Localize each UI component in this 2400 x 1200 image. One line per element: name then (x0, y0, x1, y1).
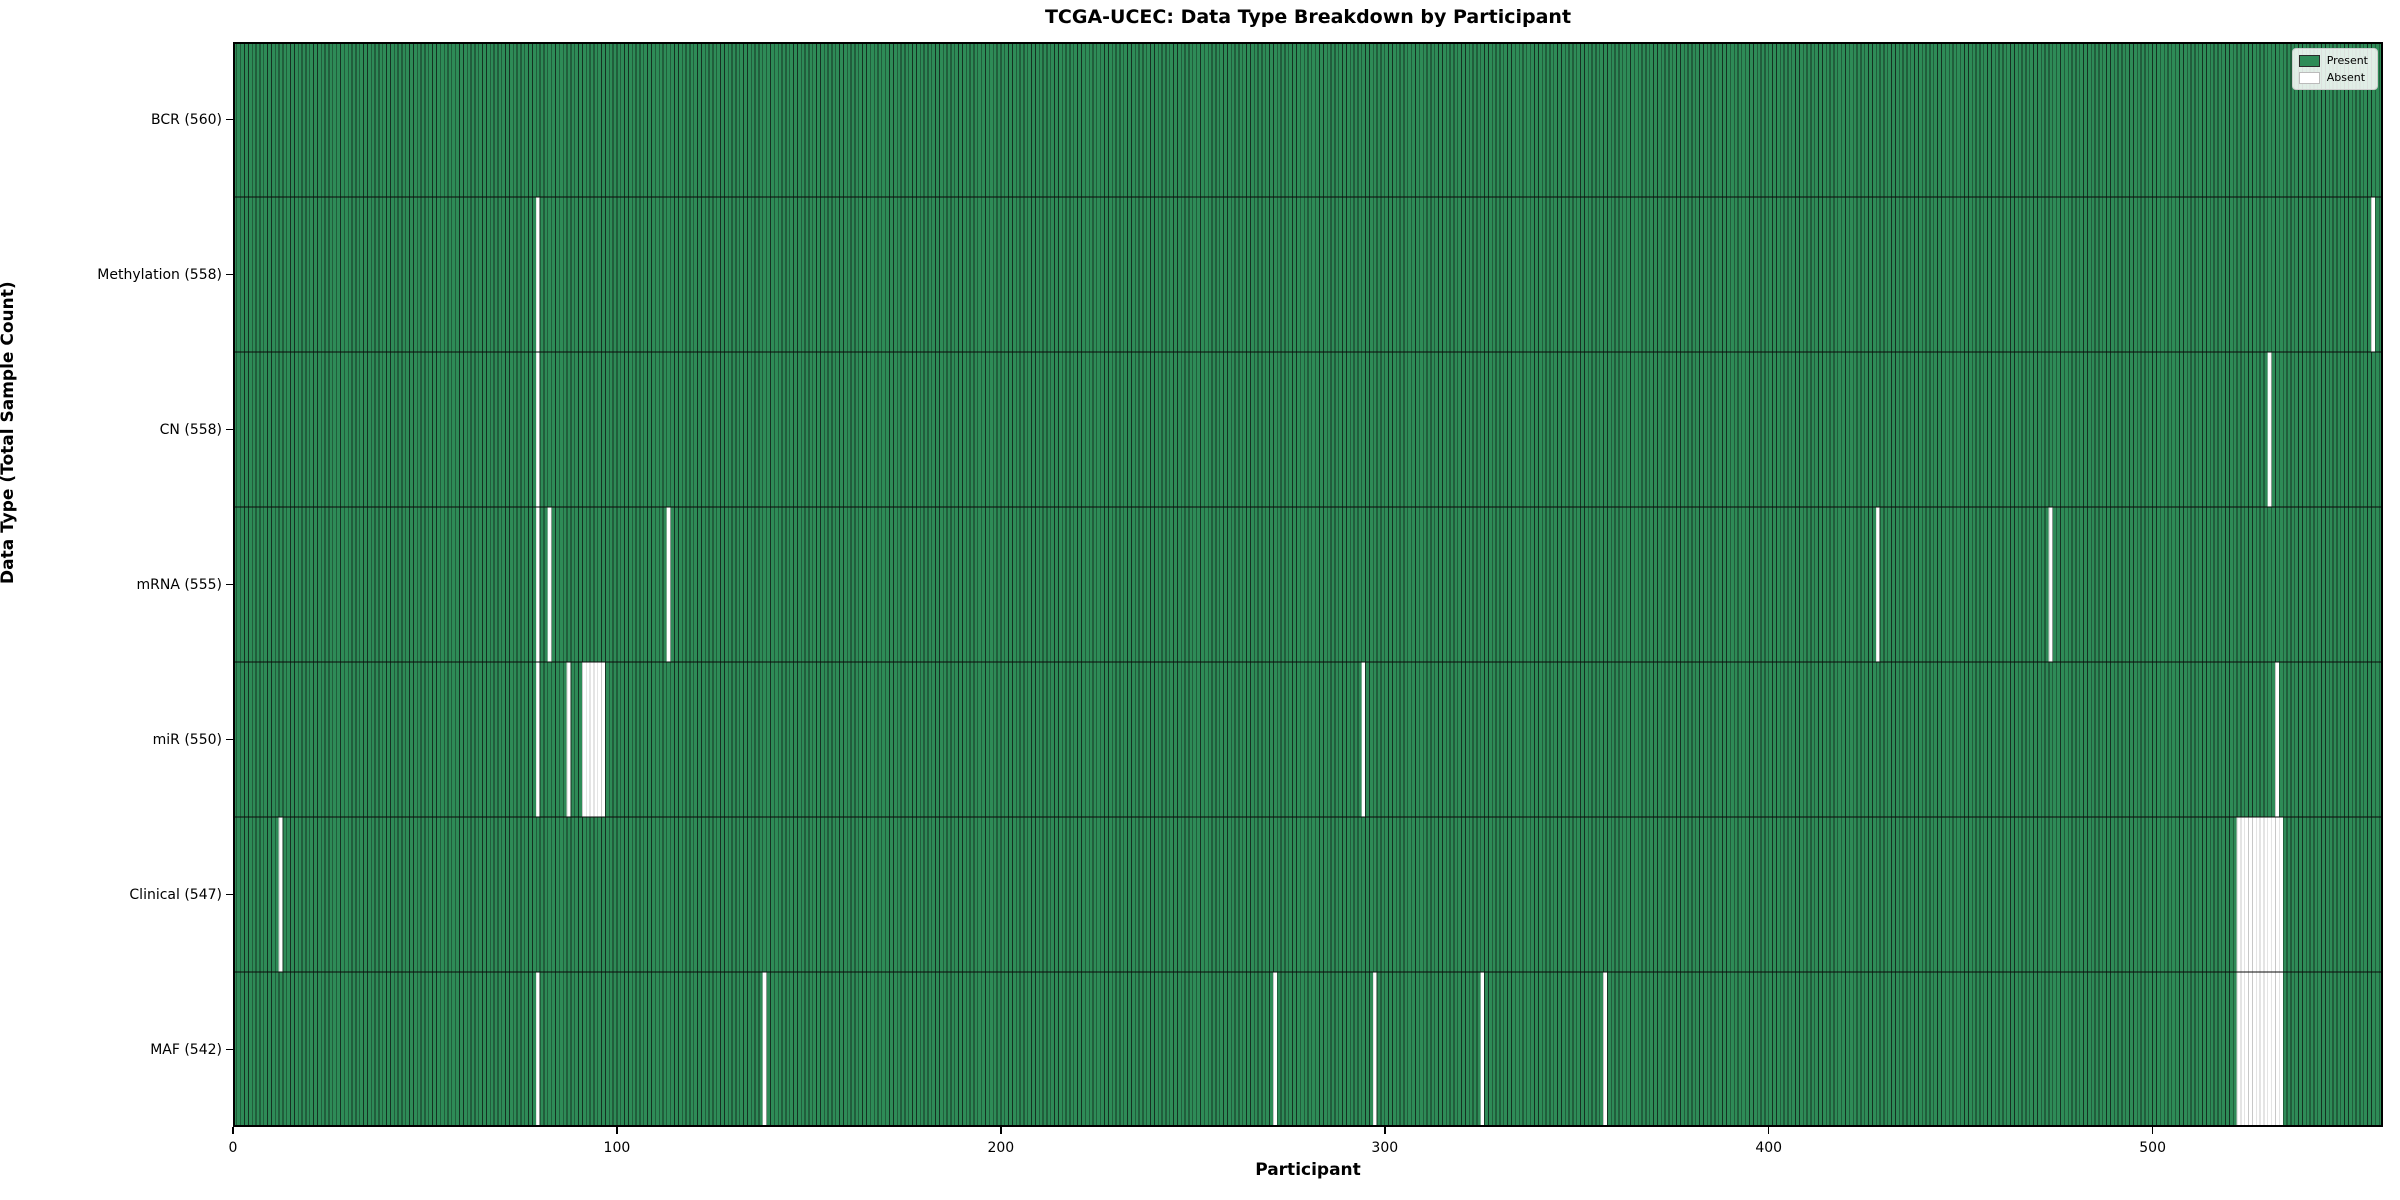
legend-entry-present: Present (2298, 54, 2368, 67)
x-tick-label: 100 (603, 1140, 631, 1156)
legend-label-present: Present (2326, 54, 2368, 67)
x-tick-label: 400 (1755, 1140, 1783, 1156)
legend: Present Absent (2291, 48, 2378, 90)
x-tick-label: 300 (1371, 1140, 1399, 1156)
y-tick-label: Clinical (547) (129, 886, 222, 903)
y-tick-mark (226, 118, 233, 121)
legend-entry-absent: Absent (2298, 71, 2368, 84)
plot-area (233, 42, 2383, 1127)
y-tick-label: Methylation (558) (97, 266, 222, 283)
y-tick-label: CN (558) (159, 421, 222, 438)
x-tick-mark (232, 1127, 234, 1134)
legend-label-absent: Absent (2326, 71, 2366, 84)
x-tick-mark (1767, 1127, 1770, 1134)
x-tick-mark (1384, 1127, 1386, 1134)
y-tick-mark (226, 583, 233, 586)
y-tick-mark (226, 428, 233, 431)
y-tick-label: miR (550) (152, 731, 222, 748)
present-swatch (2298, 54, 2320, 67)
x-tick-label: 0 (228, 1140, 238, 1156)
x-tick-mark (616, 1127, 618, 1134)
x-axis-label: Participant (1255, 1160, 1361, 1180)
y-tick-mark (226, 738, 233, 741)
y-tick-mark (226, 1048, 233, 1051)
y-tick-label: mRNA (555) (136, 576, 222, 593)
x-tick-label: 500 (2139, 1140, 2166, 1156)
x-tick-mark (2151, 1127, 2154, 1134)
x-tick-label: 200 (987, 1140, 1015, 1156)
x-tick-mark (1000, 1127, 1002, 1134)
presence-matrix-svg (233, 42, 2383, 1127)
absent-swatch (2298, 71, 2320, 84)
y-tick-label: MAF (542) (150, 1041, 222, 1058)
y-tick-mark (226, 273, 233, 276)
chart-title: TCGA-UCEC: Data Type Breakdown by Partic… (1044, 6, 1572, 28)
y-tick-label: BCR (560) (151, 111, 222, 128)
y-tick-mark (226, 893, 233, 896)
